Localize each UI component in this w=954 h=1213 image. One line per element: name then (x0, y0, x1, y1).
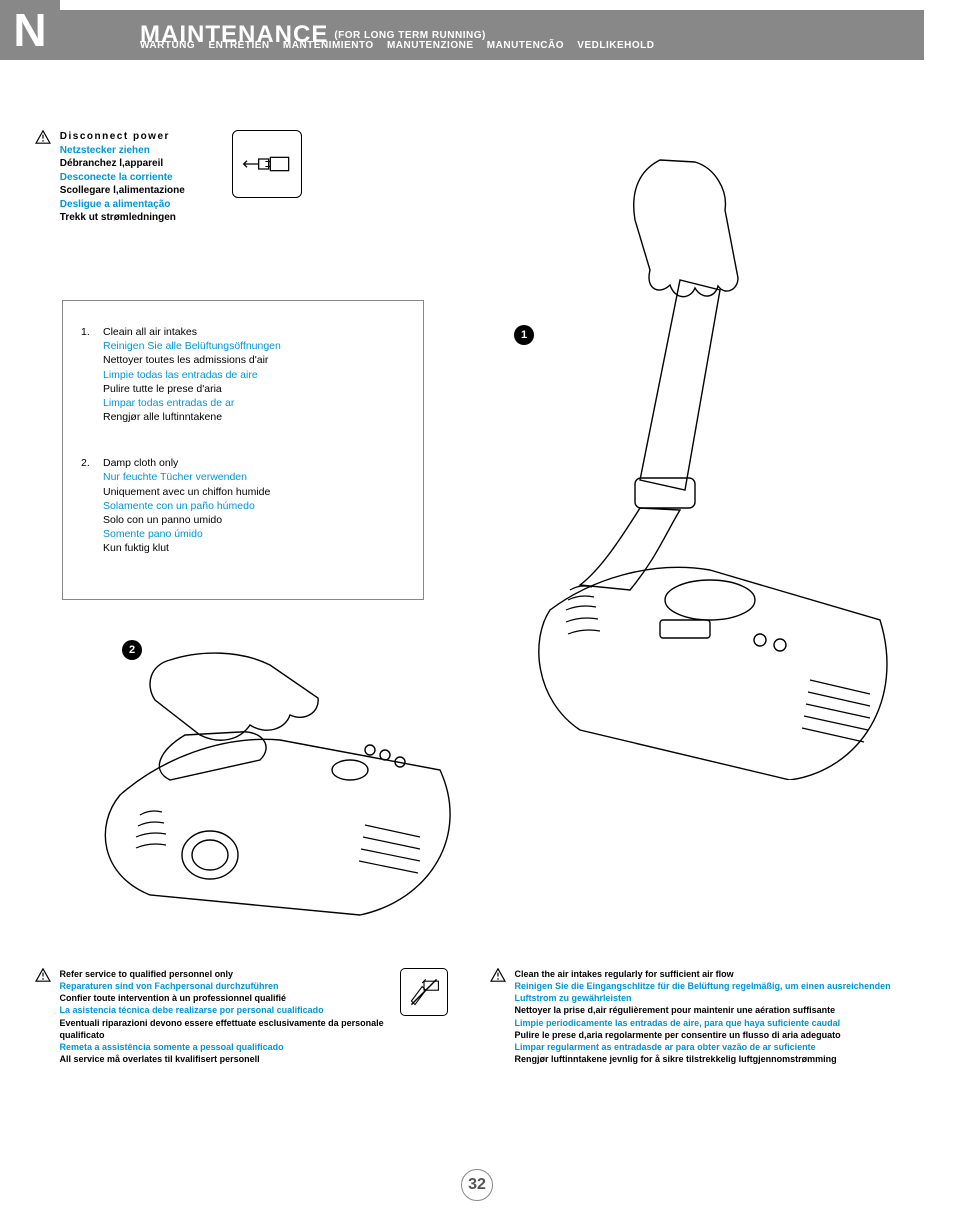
instruction-box: 1. Cleain all air intakes Reinigen Sie a… (62, 300, 424, 600)
clean-en: Clean the air intakes regularly for suff… (515, 968, 925, 980)
service-pt: Remeta a assistência somente a pessoal q… (60, 1041, 410, 1053)
warning-icon (35, 130, 51, 144)
instr2-pt: Somente pano úmido (103, 527, 405, 541)
disconnect-no: Trekk ut strømledningen (60, 211, 185, 225)
instruction-2: 2. Damp cloth only Nur feuchte Tücher ve… (81, 456, 405, 555)
clean-de: Reinigen Sie die Eingangschlitze für die… (515, 980, 925, 1004)
instr2-en: Damp cloth only (103, 456, 405, 470)
header-language-row: WARTUNG ENTRETIEN MANTENIMIENTO MANUTENZ… (140, 40, 664, 51)
lang-es: MANTENIMIENTO (283, 40, 374, 51)
clean-es: Limpie periodicamente las entradas de ai… (515, 1017, 925, 1029)
service-no: All service må overlates til kvalifisert… (60, 1053, 410, 1065)
instr1-de: Reinigen Sie alle Belüftungsöffnungen (103, 339, 405, 353)
service-it: Eventuali riparazioni devono essere effe… (60, 1017, 410, 1041)
warning-icon (35, 968, 51, 982)
service-fr: Confier toute intervention à un professi… (60, 992, 410, 1004)
page-subtitle: (FOR LONG TERM RUNNING) (334, 30, 486, 41)
service-es: La asistencia técnica debe realizarse po… (60, 1004, 410, 1016)
disconnect-pt: Desligue a alimentação (60, 198, 185, 212)
service-warning-block: Refer service to qualified personnel onl… (35, 968, 415, 1065)
disconnect-fr: Débranchez l,appareil (60, 157, 185, 171)
page-number: 32 (461, 1169, 493, 1201)
clean-intakes-block: Clean the air intakes regularly for suff… (490, 968, 925, 1065)
lang-fr: ENTRETIEN (208, 40, 269, 51)
service-de: Reparaturen sind von Fachpersonal durchz… (60, 980, 410, 992)
instruction-1-number: 1. (81, 325, 90, 339)
disconnect-en: Disconnect power (60, 130, 185, 144)
service-en: Refer service to qualified personnel onl… (60, 968, 410, 980)
clean-fr: Nettoyer la prise d,air régulièrement po… (515, 1004, 925, 1016)
disconnect-de: Netzstecker ziehen (60, 144, 185, 158)
disconnect-es: Desconecte la corriente (60, 171, 185, 185)
instr2-de: Nur feuchte Tücher verwenden (103, 470, 405, 484)
instr2-es: Solamente con un paño húmedo (103, 499, 405, 513)
lang-no: VEDLIKEHOLD (577, 40, 654, 51)
instr2-no: Kun fuktig klut (103, 541, 405, 555)
plug-icon (232, 130, 302, 198)
instr1-fr: Nettoyer toutes les admissions d'air (103, 353, 405, 367)
instr2-it: Solo con un panno umido (103, 513, 405, 527)
illustration-vacuum-intakes (510, 140, 910, 780)
no-service-tool-icon (400, 968, 448, 1016)
lang-de: WARTUNG (140, 40, 195, 51)
lang-it: MANUTENZIONE (387, 40, 474, 51)
disconnect-power-block: Disconnect power Netzstecker ziehen Débr… (35, 130, 185, 225)
section-letter: N (0, 0, 60, 60)
clean-no: Rengjør luftinntakene jevnlig for å sikr… (515, 1053, 925, 1065)
instr1-no: Rengjør alle luftinntakene (103, 410, 405, 424)
disconnect-it: Scollegare l,alimentazione (60, 184, 185, 198)
illustration-damp-cloth (90, 640, 470, 920)
lang-pt: MANUTENCÃO (487, 40, 564, 51)
instruction-1: 1. Cleain all air intakes Reinigen Sie a… (81, 325, 405, 424)
instr1-pt: Limpar todas entradas de ar (103, 396, 405, 410)
header-bar: MAINTENANCE (FOR LONG TERM RUNNING) (60, 10, 924, 60)
instruction-2-number: 2. (81, 456, 90, 470)
instr1-it: Pulire tutte le prese d'aria (103, 382, 405, 396)
clean-it: Pulire le prese d,aria regolarmente per … (515, 1029, 925, 1041)
clean-pt: Limpar regularment as entradasde ar para… (515, 1041, 925, 1053)
instr1-es: Limpie todas las entradas de aire (103, 368, 405, 382)
instr1-en: Cleain all air intakes (103, 325, 405, 339)
instr2-fr: Uniquement avec un chiffon humide (103, 485, 405, 499)
warning-icon (490, 968, 506, 982)
